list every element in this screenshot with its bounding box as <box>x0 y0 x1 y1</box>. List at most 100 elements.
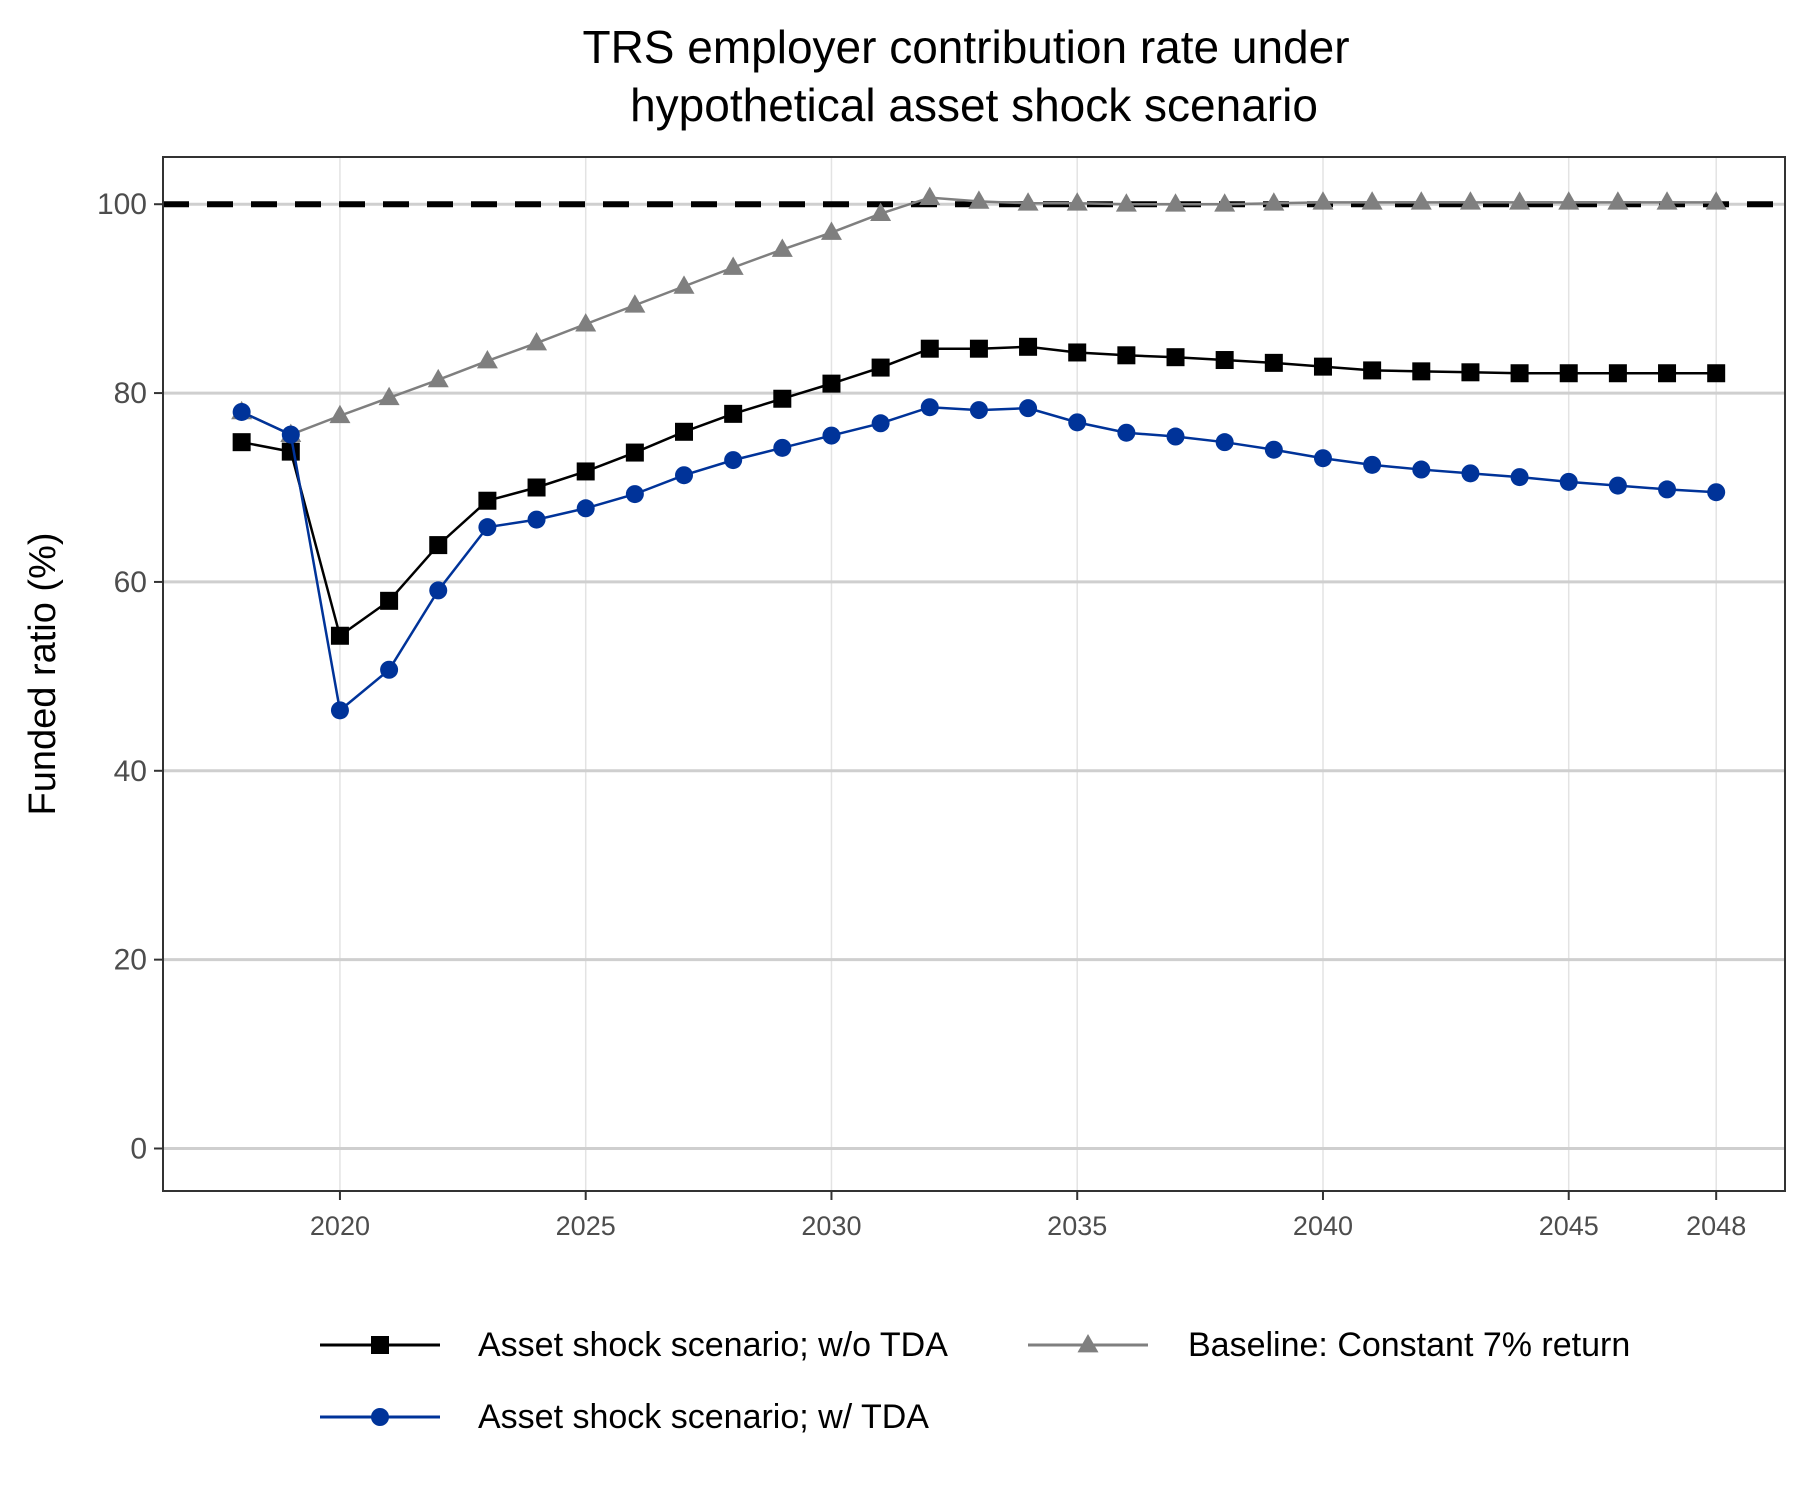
data-point-circle-2028 <box>724 451 743 470</box>
plot-border <box>162 156 1786 1192</box>
data-point-square-2046 <box>1608 364 1627 383</box>
data-point-triangle-2025 <box>575 313 597 332</box>
x-tick-label-2048: 2048 <box>1686 1211 1746 1241</box>
data-point-triangle-2034 <box>1017 192 1039 211</box>
data-point-square-2031 <box>871 358 890 377</box>
data-point-circle-2036 <box>1117 423 1136 442</box>
data-point-circle-2044 <box>1510 468 1529 487</box>
data-point-triangle-2036 <box>1115 193 1137 212</box>
data-point-triangle-2030 <box>820 221 842 240</box>
data-point-triangle-2027 <box>673 275 695 294</box>
legend-item-circle: Asset shock scenario; w/ TDA <box>320 1398 929 1436</box>
legend: Asset shock scenario; w/o TDA Baseline: C… <box>320 1326 1630 1436</box>
x-tick-label-2030: 2030 <box>801 1211 861 1241</box>
data-point-square-2027 <box>675 422 694 441</box>
series-circle-group <box>232 398 1726 720</box>
data-point-circle-2018 <box>232 402 251 421</box>
data-point-circle-2027 <box>675 466 694 485</box>
data-point-square-2034 <box>1019 337 1038 356</box>
data-point-triangle-2044 <box>1509 191 1531 210</box>
data-point-square-2019 <box>281 442 300 461</box>
data-point-square-2041 <box>1363 361 1382 380</box>
data-point-square-2037 <box>1166 348 1185 367</box>
x-tick-label-2020: 2020 <box>310 1211 370 1241</box>
data-point-square-2021 <box>380 591 399 610</box>
x-tick-label-2040: 2040 <box>1293 1211 1353 1241</box>
data-point-square-2024 <box>527 478 546 497</box>
series-triangle-group <box>231 186 1727 442</box>
data-point-square-2048 <box>1707 364 1726 383</box>
data-point-square-2039 <box>1264 353 1283 372</box>
data-point-circle-2023 <box>478 518 497 537</box>
series-layer <box>231 186 1727 720</box>
data-point-triangle-2020 <box>329 404 351 424</box>
data-point-square-2038 <box>1215 351 1234 370</box>
data-point-square-2028 <box>724 404 743 423</box>
data-point-square-2045 <box>1559 364 1578 383</box>
data-point-square-2042 <box>1412 362 1431 381</box>
legend-label-triangle: Baseline: Constant 7% return <box>1188 1326 1630 1364</box>
data-point-triangle-2048 <box>1705 191 1727 210</box>
data-point-triangle-2042 <box>1410 191 1432 210</box>
data-point-square-2025 <box>576 462 595 481</box>
data-point-circle-2042 <box>1412 460 1431 479</box>
data-point-square-2040 <box>1313 357 1332 376</box>
data-point-square-2044 <box>1510 364 1529 383</box>
data-point-square-2023 <box>478 491 497 510</box>
data-point-circle-2022 <box>429 581 448 600</box>
data-point-circle-2031 <box>871 414 890 433</box>
data-point-circle-2020 <box>330 701 349 720</box>
data-point-triangle-2040 <box>1312 191 1334 210</box>
chart-title-line-2: hypothetical asset shock scenario <box>630 79 1318 131</box>
data-point-circle-2041 <box>1363 455 1382 474</box>
legend-marker-square <box>371 1336 389 1354</box>
legend-label-square: Asset shock scenario; w/o TDA <box>478 1326 948 1364</box>
y-tick-label-80: 80 <box>114 377 147 410</box>
data-point-triangle-2043 <box>1459 191 1481 210</box>
data-point-triangle-2046 <box>1607 191 1629 210</box>
data-point-triangle-2026 <box>624 294 646 313</box>
legend-item-triangle: Baseline: Constant 7% return <box>1028 1326 1630 1364</box>
x-tick-label-2025: 2025 <box>556 1211 616 1241</box>
data-point-circle-2034 <box>1019 399 1038 418</box>
data-point-circle-2039 <box>1264 440 1283 459</box>
data-point-square-2022 <box>429 536 448 555</box>
data-point-triangle-2041 <box>1361 191 1383 210</box>
data-point-circle-2046 <box>1608 476 1627 495</box>
legend-label-circle: Asset shock scenario; w/ TDA <box>478 1398 929 1436</box>
data-point-square-2047 <box>1658 364 1677 383</box>
data-point-circle-2043 <box>1461 464 1480 483</box>
data-point-circle-2021 <box>380 660 399 679</box>
data-point-square-2036 <box>1117 346 1136 365</box>
legend-item-square: Asset shock scenario; w/o TDA <box>320 1326 948 1364</box>
y-tick-label-100: 100 <box>97 188 147 221</box>
y-tick-label-20: 20 <box>114 944 147 977</box>
data-point-circle-2025 <box>576 499 595 518</box>
data-point-circle-2029 <box>773 438 792 457</box>
data-point-circle-2030 <box>822 426 841 445</box>
data-point-circle-2035 <box>1068 413 1087 432</box>
legend-marker-circle <box>371 1408 389 1426</box>
data-point-triangle-2045 <box>1558 191 1580 210</box>
data-point-triangle-2023 <box>476 349 498 369</box>
data-point-circle-2026 <box>625 485 644 504</box>
data-point-triangle-2022 <box>427 368 449 388</box>
data-point-square-2032 <box>920 339 939 358</box>
data-point-triangle-2031 <box>870 202 892 222</box>
data-point-triangle-2035 <box>1066 192 1088 211</box>
data-point-triangle-2024 <box>526 332 548 351</box>
data-point-circle-2019 <box>281 425 300 444</box>
chart-title: TRS employer contribution rate under hyp… <box>582 21 1349 131</box>
data-point-triangle-2029 <box>771 238 793 257</box>
data-point-square-2030 <box>822 374 841 393</box>
data-point-circle-2037 <box>1166 427 1185 446</box>
data-point-triangle-2047 <box>1656 191 1678 210</box>
y-tick-label-60: 60 <box>114 566 147 599</box>
data-point-circle-2047 <box>1658 480 1677 499</box>
x-tick-label-2045: 2045 <box>1539 1211 1599 1241</box>
data-point-circle-2032 <box>920 398 939 417</box>
data-point-circle-2048 <box>1707 483 1726 502</box>
data-point-triangle-2038 <box>1214 193 1236 212</box>
data-point-circle-2033 <box>969 401 988 420</box>
